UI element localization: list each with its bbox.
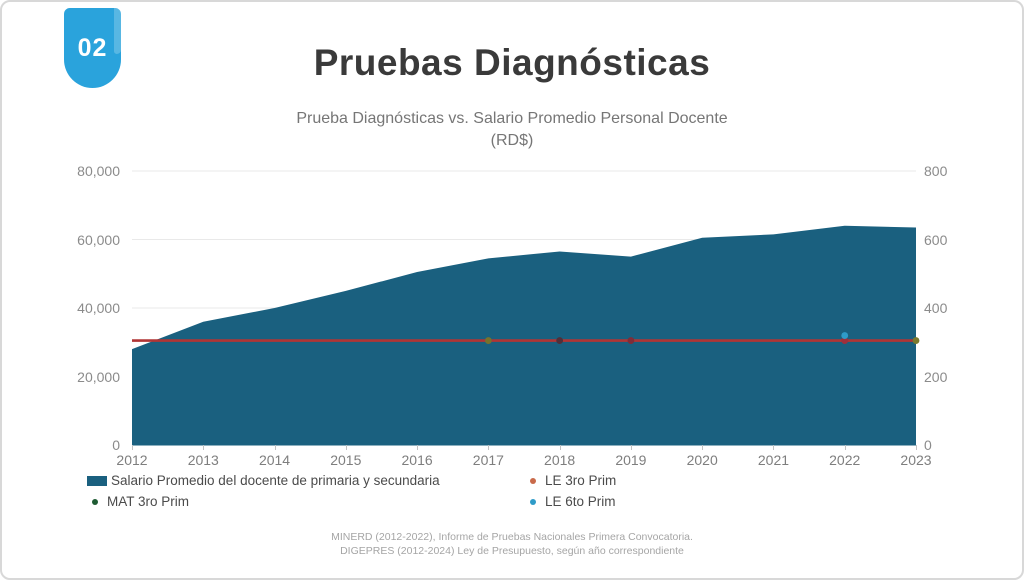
y-axis-tick-label: 60,000	[77, 231, 120, 248]
chart-title-line: Prueba Diagnósticas vs. Salario Promedio…	[296, 110, 728, 127]
x-axis-tick-label: 2021	[757, 452, 790, 468]
x-axis-tickmark	[559, 445, 561, 450]
legend-item-salario-promedio: Salario Promedio del docente de primaria…	[87, 473, 525, 488]
slide-number-label: 02	[77, 33, 108, 62]
score-point-marker	[912, 337, 920, 344]
x-axis-tickmark	[417, 445, 419, 450]
x-axis-tick-label: 2019	[615, 452, 647, 468]
source-line-2: DIGEPRES (2012-2024) Ley de Presupuesto,…	[340, 544, 684, 557]
x-axis-tick-label: 2012	[116, 452, 148, 468]
x-axis-tick-label: 2014	[258, 452, 291, 468]
source-note: MINERD (2012-2022), Informe de Pruebas N…	[2, 531, 1022, 558]
x-axis-tick-label: 2013	[187, 452, 219, 468]
area-swatch-icon	[87, 475, 107, 486]
score-point-marker	[484, 337, 492, 344]
dot-swatch-icon	[530, 498, 536, 505]
x-axis-tick-label: 2015	[330, 452, 362, 468]
legend-item-mat-3ro-prim: MAT 3ro Prim	[87, 494, 525, 509]
x-axis-tickmark	[702, 445, 704, 450]
x-axis: 2012 2013 2014 2015 2016 2017 2018 2019 2020 2021…	[116, 445, 932, 475]
x-axis-tick-label: 2018	[544, 452, 576, 468]
y-axis-tick-label: 0	[924, 437, 932, 453]
score-point-marker	[841, 337, 849, 344]
y-axis-tick-label: 80,000	[77, 163, 120, 179]
x-axis-tickmark	[916, 445, 917, 450]
dot-swatch-icon	[530, 477, 536, 484]
chart-svg	[132, 170, 920, 446]
x-axis-tickmark	[203, 445, 205, 450]
y-axis-right: 0 200 400 600 800	[924, 163, 994, 453]
legend-item-le-3ro-prim: LE 3ro Prim	[525, 473, 947, 488]
y-axis-tick-label: 20,000	[77, 368, 120, 385]
area-series-salario	[132, 225, 916, 445]
x-axis-tick-label: 2017	[472, 452, 504, 468]
dot-swatch-icon	[92, 498, 98, 505]
x-axis-tickmark	[132, 445, 133, 450]
y-axis-tick-label: 40,000	[77, 300, 120, 316]
score-point-marker	[627, 337, 635, 344]
legend-label: Salario Promedio del docente de primaria…	[111, 473, 440, 488]
page-title: Pruebas Diagnósticas	[313, 42, 711, 83]
score-point-marker	[841, 332, 849, 339]
x-axis-tickmark	[345, 445, 347, 450]
legend-item-le-6to-prim: LE 6to Prim	[525, 494, 947, 509]
x-axis-tick-label: 2022	[829, 452, 861, 468]
x-axis-tickmark	[844, 445, 846, 450]
legend-label: LE 6to Prim	[545, 494, 616, 509]
chart-title: Prueba Diagnósticas vs. Salario Promedio…	[2, 108, 1022, 151]
score-point-marker	[556, 337, 564, 344]
y-axis-tick-label: 200	[924, 368, 948, 385]
chart-subtitle: (RD$)	[490, 131, 534, 149]
y-axis-left: 0 20,000 40,000 60,000 80,000	[26, 163, 120, 453]
x-axis-tick-label: 2020	[686, 452, 718, 468]
y-axis-tick-label: 800	[924, 163, 948, 179]
legend-label: MAT 3ro Prim	[107, 494, 190, 509]
y-axis-tick-label: 400	[924, 300, 948, 316]
x-axis-tick-label: 2023	[900, 452, 932, 468]
x-axis-tickmark	[488, 445, 490, 450]
chart-legend: Salario Promedio del docente de primaria…	[87, 473, 947, 509]
x-axis-tickmark	[773, 445, 775, 450]
legend-label: LE 3ro Prim	[545, 473, 617, 488]
x-axis-tickmark	[274, 445, 276, 450]
source-line-1: MINERD (2012-2022), Informe de Pruebas N…	[331, 531, 693, 543]
x-axis-tick-label: 2016	[401, 452, 433, 468]
x-axis-tickmark	[630, 445, 632, 450]
y-axis-tick-label: 0	[112, 437, 120, 453]
y-axis-tick-label: 600	[924, 231, 948, 248]
slide-number-badge: 02	[64, 8, 121, 88]
chart-plot-area	[132, 170, 920, 446]
